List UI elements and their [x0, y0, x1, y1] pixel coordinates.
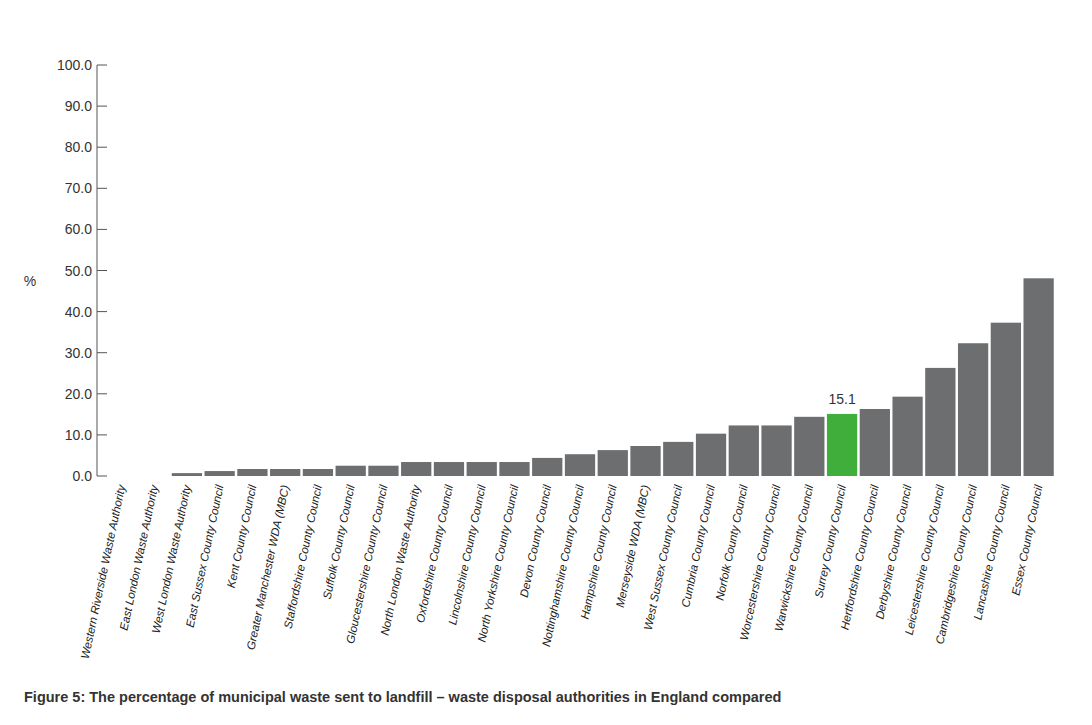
title: Figure 5: The percentage of municipal wa… — [24, 689, 781, 705]
bar — [532, 458, 562, 476]
bar — [467, 462, 497, 476]
bar — [630, 446, 660, 476]
x-tick-label: North Yorkshire County Council — [475, 483, 520, 643]
y-tick-label: 40.0 — [65, 304, 92, 320]
bar — [761, 425, 791, 476]
bar — [598, 450, 628, 476]
x-tick-label: East Sussex County Council — [184, 483, 226, 628]
y-tick-label: 100.0 — [57, 57, 92, 73]
y-tick-label: 0.0 — [73, 468, 93, 484]
x-tick-label: West Sussex County Council — [642, 483, 685, 631]
y-tick-label: 60.0 — [65, 221, 92, 237]
y-tick-label: 90.0 — [65, 98, 92, 114]
bar — [925, 368, 955, 476]
bar — [565, 454, 595, 476]
y-tick — [97, 270, 107, 271]
x-tick-label: Norfolk County Council — [714, 483, 750, 601]
x-tick-label: Kent County Council — [225, 483, 259, 588]
bar — [663, 442, 693, 476]
x-tick-label: Merseyside WDA (MBC) — [614, 484, 652, 609]
bar — [794, 417, 824, 476]
bars — [172, 278, 1054, 476]
bar — [303, 469, 333, 476]
bar — [892, 397, 922, 476]
y-axis-label: % — [24, 273, 36, 289]
x-tick-label: Staffordshire County Council — [282, 483, 324, 629]
x-tick-label: Hampshire County Council — [579, 484, 619, 621]
y-tick-label: 70.0 — [65, 180, 92, 196]
y-tick — [97, 476, 107, 477]
y-tick — [97, 106, 107, 107]
x-tick-label: Derbyshire County Council — [873, 484, 913, 621]
x-tick-label: Western Riverside Waste Authority — [79, 483, 128, 660]
bar — [336, 466, 366, 476]
bar — [696, 434, 726, 476]
y-tick — [97, 393, 107, 394]
bar — [106, 476, 136, 477]
bar — [1023, 278, 1053, 476]
y-tick-label: 80.0 — [65, 139, 92, 155]
x-tick-label: Essex County Council — [1009, 483, 1044, 596]
x-tick-label: Devon County Council — [518, 483, 554, 598]
y-tick-label: 10.0 — [65, 427, 92, 443]
bar — [860, 409, 890, 476]
bar — [827, 414, 857, 476]
bar — [270, 469, 300, 476]
x-tick-label: Cambridgeshire County Council — [934, 483, 980, 645]
data-label: 15.1 — [828, 391, 855, 407]
x-tick-label: Oxfordshire County Council — [414, 483, 455, 623]
bar — [991, 323, 1021, 476]
y-tick — [97, 229, 107, 230]
y-tick — [97, 434, 107, 435]
chart: 0.0 10.0 20.0 30.0 40.0 50.0 60.0 70.0 80.0 90.0 1… — [0, 0, 1092, 725]
y-tick — [97, 65, 107, 66]
x-tick-label: Lancashire County Council — [972, 483, 1012, 620]
y-tick-label: 30.0 — [65, 345, 92, 361]
bar — [434, 462, 464, 476]
y-tick — [97, 188, 107, 189]
y-tick-label: 20.0 — [65, 386, 92, 402]
bar — [499, 462, 529, 476]
bar — [139, 476, 169, 477]
bar — [237, 469, 267, 476]
y-tick — [97, 352, 107, 353]
x-tick-label: Nottinghamshire County Council — [540, 483, 586, 647]
y-tick — [97, 311, 107, 312]
bar — [205, 471, 235, 476]
y-tick — [97, 147, 107, 148]
bar — [172, 473, 202, 476]
x-tick-label: Cumbria County Council — [679, 483, 717, 608]
bar — [368, 466, 398, 476]
bar — [958, 343, 988, 476]
x-tick-label: Surrey County Council — [812, 483, 848, 598]
x-tick-label: Lincolnshire County Council — [446, 483, 487, 625]
y-tick-label: 50.0 — [65, 263, 92, 279]
x-tick-label: Warwickshire County Council — [772, 483, 815, 632]
bar — [729, 425, 759, 476]
x-tick-label: Suffolk County Council — [321, 483, 357, 600]
bar — [401, 462, 431, 476]
